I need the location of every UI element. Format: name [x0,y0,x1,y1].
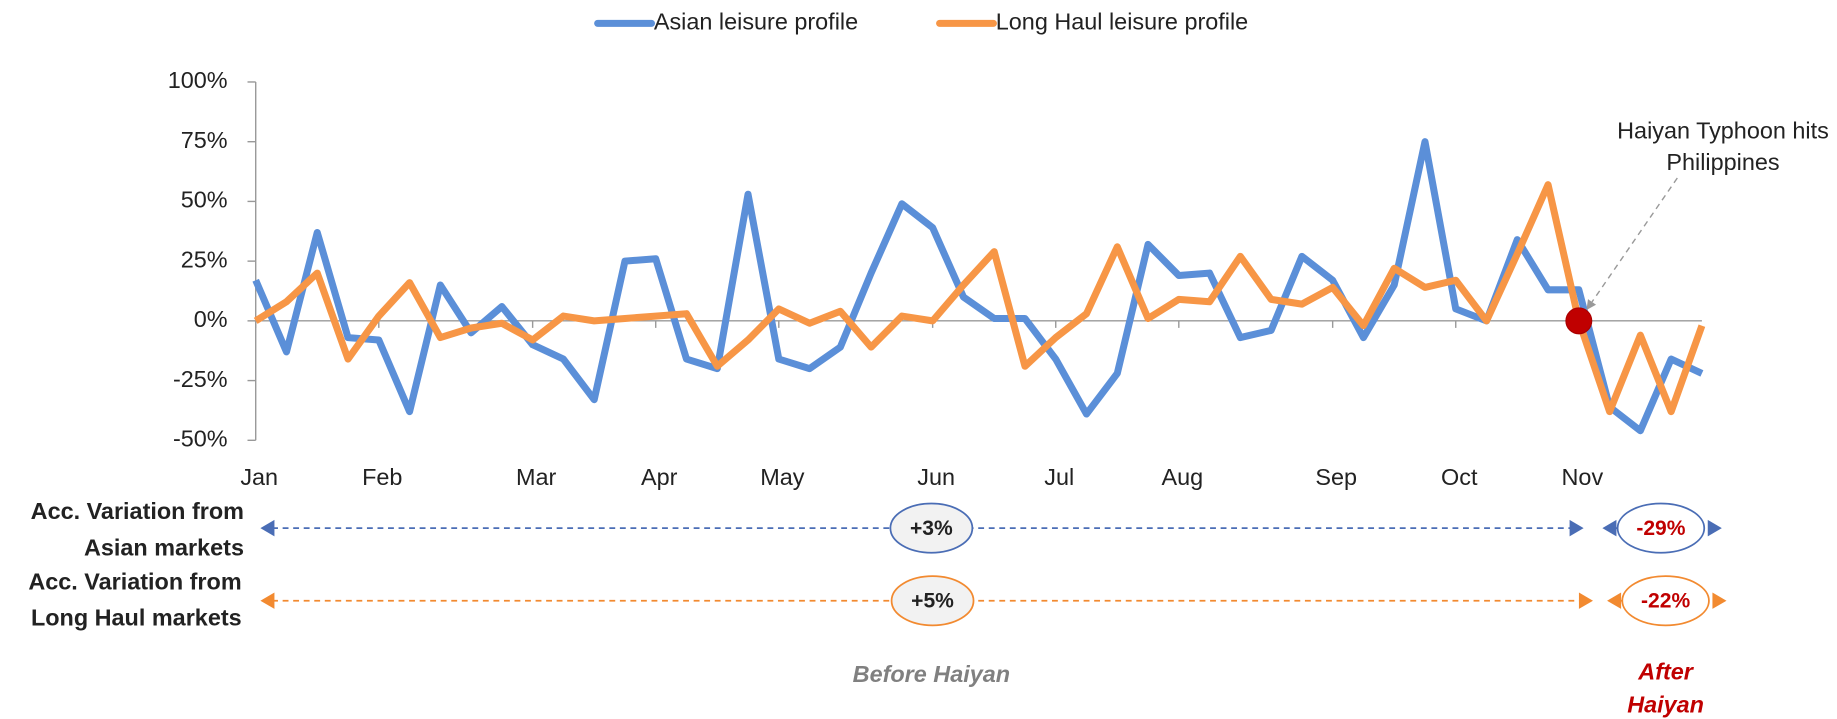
series-line [252,138,1704,435]
legend-label: Asian leisure profile [654,9,858,35]
x-tick-label: Oct [1441,464,1478,490]
legend-label: Long Haul leisure profile [996,9,1248,35]
variation-label: +3% [910,517,953,540]
variation-label: +5% [911,589,954,612]
row-label: Acc. Variation from [31,498,244,524]
x-tick-label: Nov [1562,464,1604,490]
variation-bubble [889,502,974,554]
annotation-leader [1586,177,1678,310]
variation-label: -22% [1641,589,1690,612]
x-tick-label: Jun [917,464,955,490]
variation-bubble [1621,575,1710,627]
x-tick-label: Aug [1161,464,1203,490]
annotation-marker [1565,307,1593,335]
x-tick-label: Apr [641,464,678,490]
variation-label: -29% [1636,517,1685,540]
period-label: After [1637,659,1695,685]
arrow-head [260,519,275,537]
y-tick-label: 75% [181,127,228,153]
arrow-head [1602,519,1617,537]
annotation-text: Philippines [1666,149,1779,175]
arrow-head [1569,519,1584,537]
arrow-head [1707,519,1722,537]
row-label: Acc. Variation from [28,568,241,594]
row-label: Long Haul markets [31,605,242,631]
y-tick-label: 25% [181,246,228,272]
x-tick-label: Jan [240,464,278,490]
x-tick-label: May [760,464,805,490]
y-tick-label: -25% [173,366,228,392]
period-label: Haiyan [1627,691,1704,717]
annotation-text: Haiyan Typhoon hits [1617,118,1829,144]
x-tick-label: Mar [516,464,557,490]
variation-bubble [1616,502,1706,554]
row-label: Asian markets [84,534,244,560]
arrow-head [1607,592,1622,609]
x-tick-label: Sep [1315,464,1357,490]
x-tick-label: Feb [362,464,402,490]
x-tick-label: Jul [1044,464,1074,490]
arrow-head [1578,592,1594,609]
y-tick-label: 50% [181,187,228,213]
period-label: Before Haiyan [853,661,1010,687]
arrow-head [260,592,275,609]
arrow-head [1712,592,1727,609]
y-tick-label: -50% [173,425,228,451]
y-tick-label: 100% [168,67,228,93]
series-line [253,181,1706,416]
y-tick-label: 0% [194,306,228,332]
variation-bubble [890,575,975,627]
